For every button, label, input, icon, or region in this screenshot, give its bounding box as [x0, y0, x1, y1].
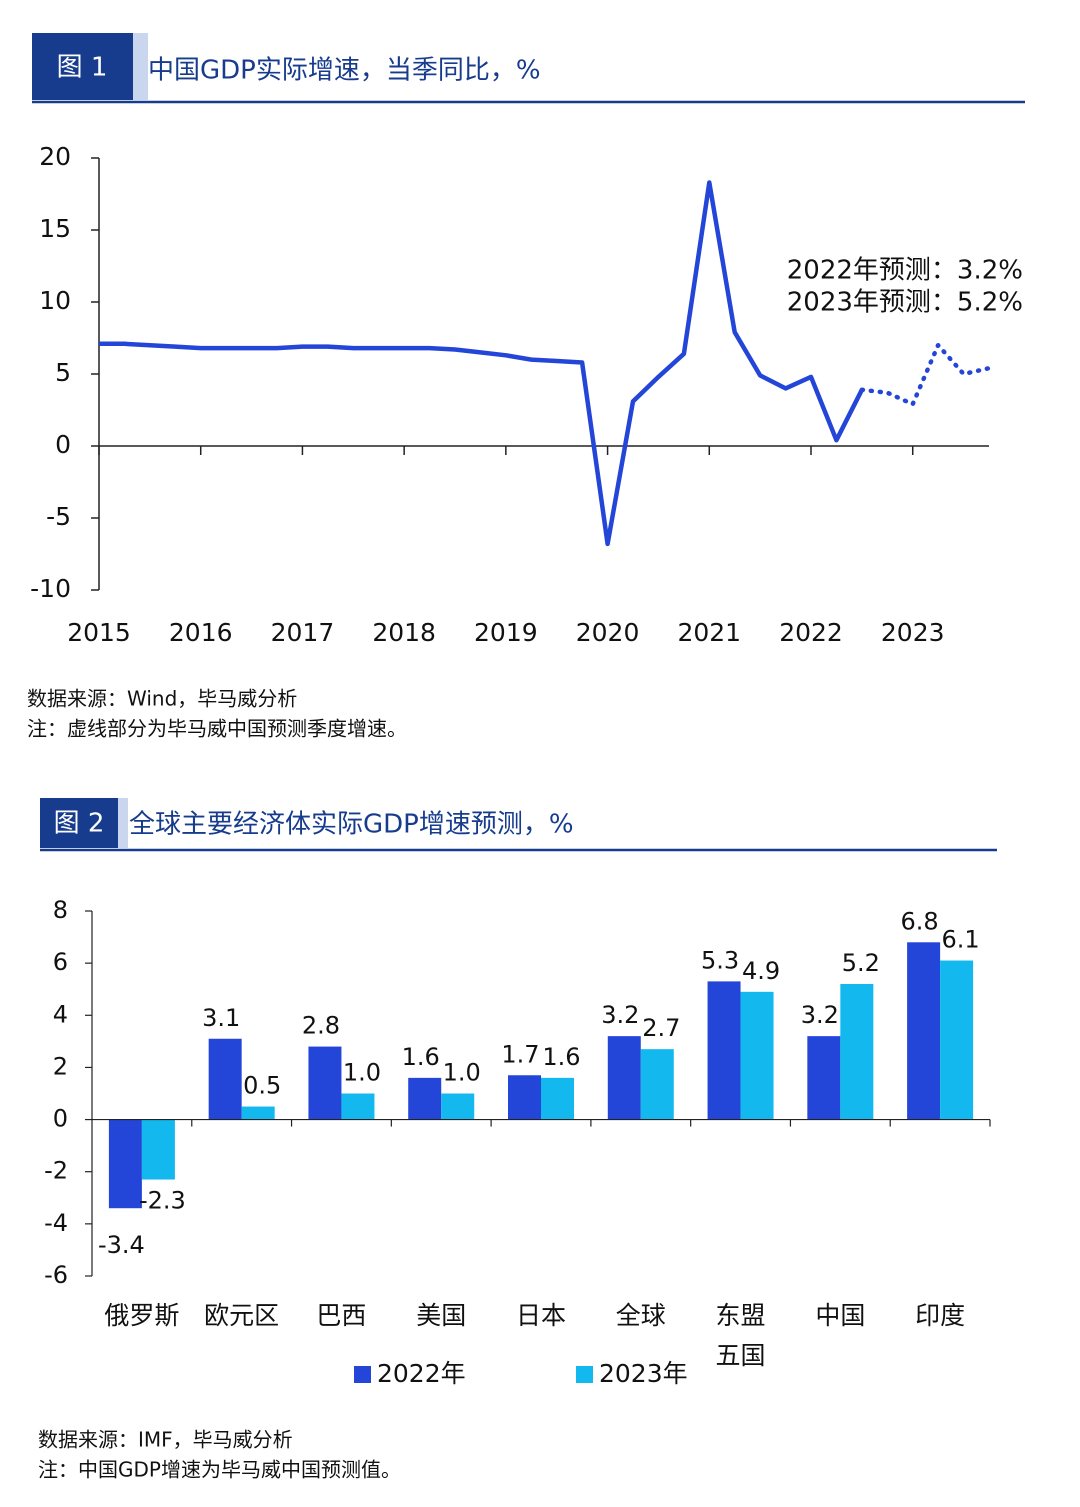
bar	[341, 1093, 375, 1120]
data-label: 6.1	[942, 926, 980, 954]
data-label: 3.2	[801, 1001, 839, 1029]
data-label: 6.8	[901, 907, 939, 935]
y-tick-label: -2	[44, 1157, 68, 1185]
y-tick-label: 6	[53, 948, 68, 976]
bar	[840, 984, 874, 1120]
data-label: 4.9	[742, 957, 780, 985]
figure-title: 中国GDP实际增速，当季同比，%	[148, 56, 541, 86]
source-note: 数据来源：IMF，毕马威分析	[38, 1428, 293, 1452]
x-tick-label: 印度	[915, 1301, 965, 1330]
x-tick-label: 2015	[67, 618, 131, 647]
bar	[308, 1046, 342, 1120]
x-tick-label: 2022	[779, 618, 843, 647]
y-tick-label: 2	[53, 1052, 68, 1080]
data-label: 1.0	[343, 1059, 381, 1087]
bar	[907, 942, 941, 1120]
data-label: 3.1	[202, 1004, 240, 1032]
bar	[940, 960, 974, 1120]
x-tick-label: 2018	[372, 618, 436, 647]
data-label: 1.0	[443, 1059, 481, 1087]
bar	[408, 1077, 442, 1120]
figure-label: 图 1	[57, 53, 108, 83]
x-tick-label: 日本	[516, 1301, 566, 1330]
y-tick-label: -5	[46, 502, 71, 531]
x-tick-label: 俄罗斯	[104, 1301, 179, 1330]
bar	[108, 1119, 142, 1209]
data-label: -2.3	[139, 1187, 186, 1215]
figure-label-box	[32, 33, 133, 100]
data-label: 1.6	[542, 1043, 580, 1071]
legend-label: 2022年	[377, 1359, 466, 1388]
bar	[141, 1119, 175, 1180]
y-tick-label: 15	[39, 214, 71, 243]
y-tick-label: 8	[53, 896, 68, 924]
x-tick-label: 2023	[881, 618, 945, 647]
forecast-line	[859, 342, 992, 407]
bar	[241, 1106, 275, 1120]
data-label: 5.2	[842, 949, 880, 977]
figure-label-strip	[118, 798, 128, 848]
y-tick-label: 20	[39, 142, 71, 171]
x-tick-label: 欧元区	[204, 1301, 279, 1330]
figure-label: 图 2	[54, 809, 105, 839]
legend-swatch	[354, 1366, 371, 1383]
data-label: 5.3	[701, 946, 739, 974]
data-label: -3.4	[98, 1231, 145, 1259]
annotation: 2023年预测：5.2%	[787, 288, 1023, 318]
bar	[208, 1038, 242, 1120]
legend-label: 2023年	[599, 1359, 688, 1388]
x-tick-label: 2017	[271, 618, 335, 647]
footnote: 注：虚线部分为毕马威中国预测季度增速。	[27, 717, 407, 741]
data-label: 1.6	[402, 1043, 440, 1071]
figure-label-strip	[133, 33, 148, 100]
data-label: 1.7	[501, 1040, 539, 1068]
x-tick-label: 2020	[576, 618, 640, 647]
data-line	[99, 180, 864, 547]
x-tick-label: 中国	[815, 1301, 865, 1330]
bar	[740, 991, 774, 1120]
footnote: 注：中国GDP增速为毕马威中国预测值。	[38, 1458, 401, 1482]
annotation: 2022年预测：3.2%	[787, 256, 1023, 286]
bar	[508, 1075, 541, 1120]
y-tick-label: 0	[55, 430, 71, 459]
x-tick-label: 2016	[169, 618, 233, 647]
bar	[607, 1036, 641, 1120]
y-tick-label: 4	[53, 1000, 68, 1028]
x-tick-label: 2021	[677, 618, 741, 647]
y-tick-label: -6	[44, 1261, 68, 1289]
figure-label-box	[40, 798, 118, 848]
legend-swatch	[576, 1366, 593, 1383]
y-tick-label: 10	[39, 286, 71, 315]
y-tick-label: -4	[44, 1209, 68, 1237]
figure-title: 全球主要经济体实际GDP增速预测，%	[129, 810, 574, 840]
x-tick-label: 东盟五国	[716, 1301, 766, 1370]
y-tick-label: -10	[30, 574, 71, 603]
data-label: 0.5	[243, 1072, 281, 1100]
x-tick-label: 全球	[616, 1301, 666, 1330]
bar	[541, 1077, 574, 1120]
source-note: 数据来源：Wind，毕马威分析	[27, 687, 297, 711]
bar	[707, 981, 741, 1120]
data-label: 2.7	[642, 1014, 680, 1042]
x-tick-label: 2019	[474, 618, 538, 647]
bar	[640, 1049, 674, 1120]
data-label: 2.8	[302, 1012, 340, 1040]
data-label: 3.2	[601, 1001, 639, 1029]
y-tick-label: 5	[55, 358, 71, 387]
x-tick-label: 巴西	[316, 1301, 366, 1330]
y-tick-label: 0	[53, 1105, 68, 1133]
x-tick-label: 美国	[416, 1301, 466, 1330]
bar	[807, 1036, 841, 1120]
bar	[441, 1093, 475, 1120]
